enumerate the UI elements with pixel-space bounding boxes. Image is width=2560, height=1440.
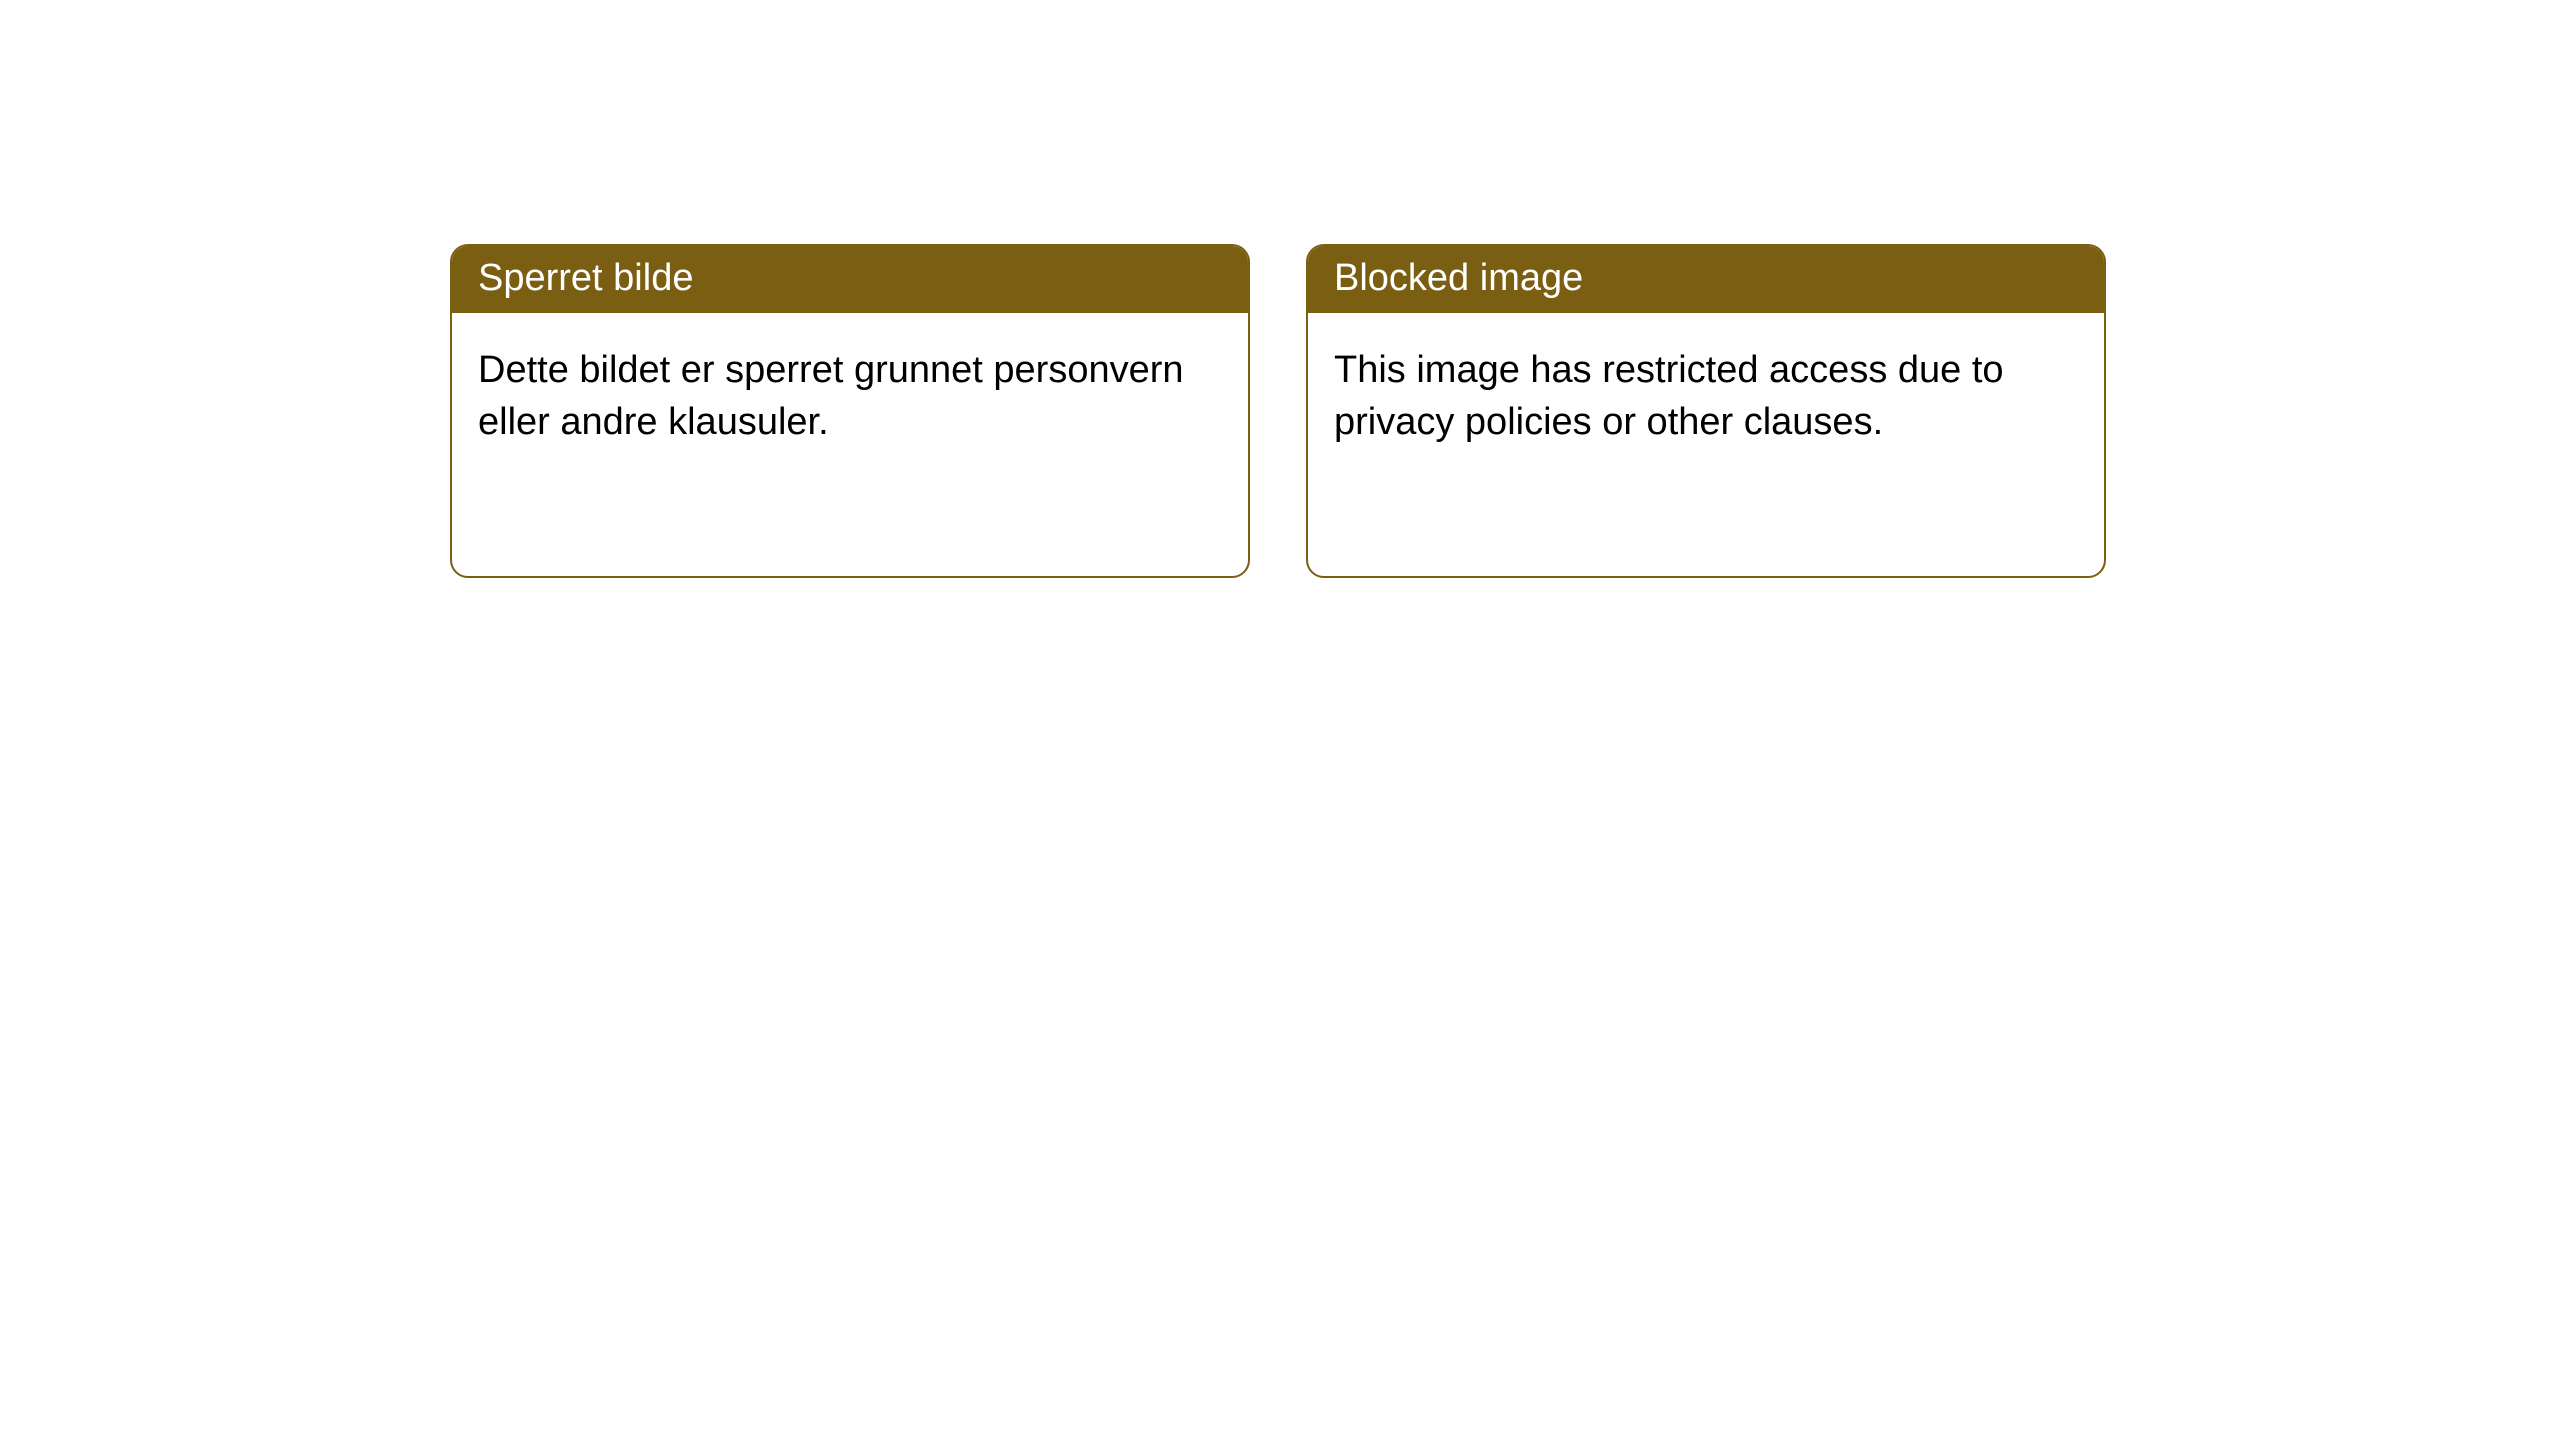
notice-text: Dette bildet er sperret grunnet personve… (478, 349, 1184, 442)
notice-text: This image has restricted access due to … (1334, 349, 2004, 442)
notice-box-english: Blocked image This image has restricted … (1306, 244, 2106, 578)
notice-header: Blocked image (1308, 246, 2104, 313)
notice-box-norwegian: Sperret bilde Dette bildet er sperret gr… (450, 244, 1250, 578)
notice-container: Sperret bilde Dette bildet er sperret gr… (0, 0, 2560, 578)
notice-title: Sperret bilde (478, 257, 693, 299)
notice-body: Dette bildet er sperret grunnet personve… (452, 313, 1248, 480)
notice-body: This image has restricted access due to … (1308, 313, 2104, 480)
notice-header: Sperret bilde (452, 246, 1248, 313)
notice-title: Blocked image (1334, 257, 1583, 299)
